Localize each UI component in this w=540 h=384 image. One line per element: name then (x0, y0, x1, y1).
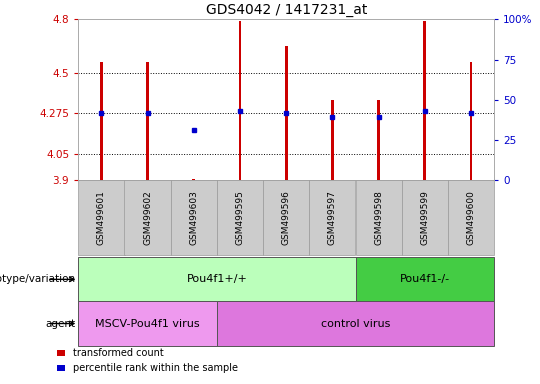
Bar (423, 21, 426, 180)
Text: Pou4f1+/+: Pou4f1+/+ (186, 274, 247, 285)
Text: MSCV-Pou4f1 virus: MSCV-Pou4f1 virus (95, 318, 200, 329)
Text: GSM499596: GSM499596 (282, 190, 291, 245)
Title: GDS4042 / 1417231_at: GDS4042 / 1417231_at (206, 3, 367, 17)
Bar (331, 100, 334, 180)
Text: GSM499597: GSM499597 (328, 190, 337, 245)
Text: GSM499599: GSM499599 (420, 190, 429, 245)
Text: GSM499602: GSM499602 (143, 190, 152, 245)
Text: GSM499598: GSM499598 (374, 190, 383, 245)
Bar (470, 62, 472, 180)
Text: GSM499600: GSM499600 (467, 190, 476, 245)
Text: genotype/variation: genotype/variation (0, 274, 76, 285)
Bar (239, 21, 241, 180)
Text: GSM499603: GSM499603 (190, 190, 198, 245)
Bar (100, 62, 103, 180)
Bar (146, 62, 149, 180)
Text: GSM499595: GSM499595 (235, 190, 245, 245)
Text: Pou4f1-/-: Pou4f1-/- (400, 274, 450, 285)
Bar (192, 179, 195, 180)
Bar (285, 46, 288, 180)
Legend: transformed count, percentile rank within the sample: transformed count, percentile rank withi… (53, 344, 242, 377)
Bar (377, 100, 380, 180)
Text: agent: agent (45, 318, 76, 329)
Text: GSM499601: GSM499601 (97, 190, 106, 245)
Text: control virus: control virus (321, 318, 390, 329)
